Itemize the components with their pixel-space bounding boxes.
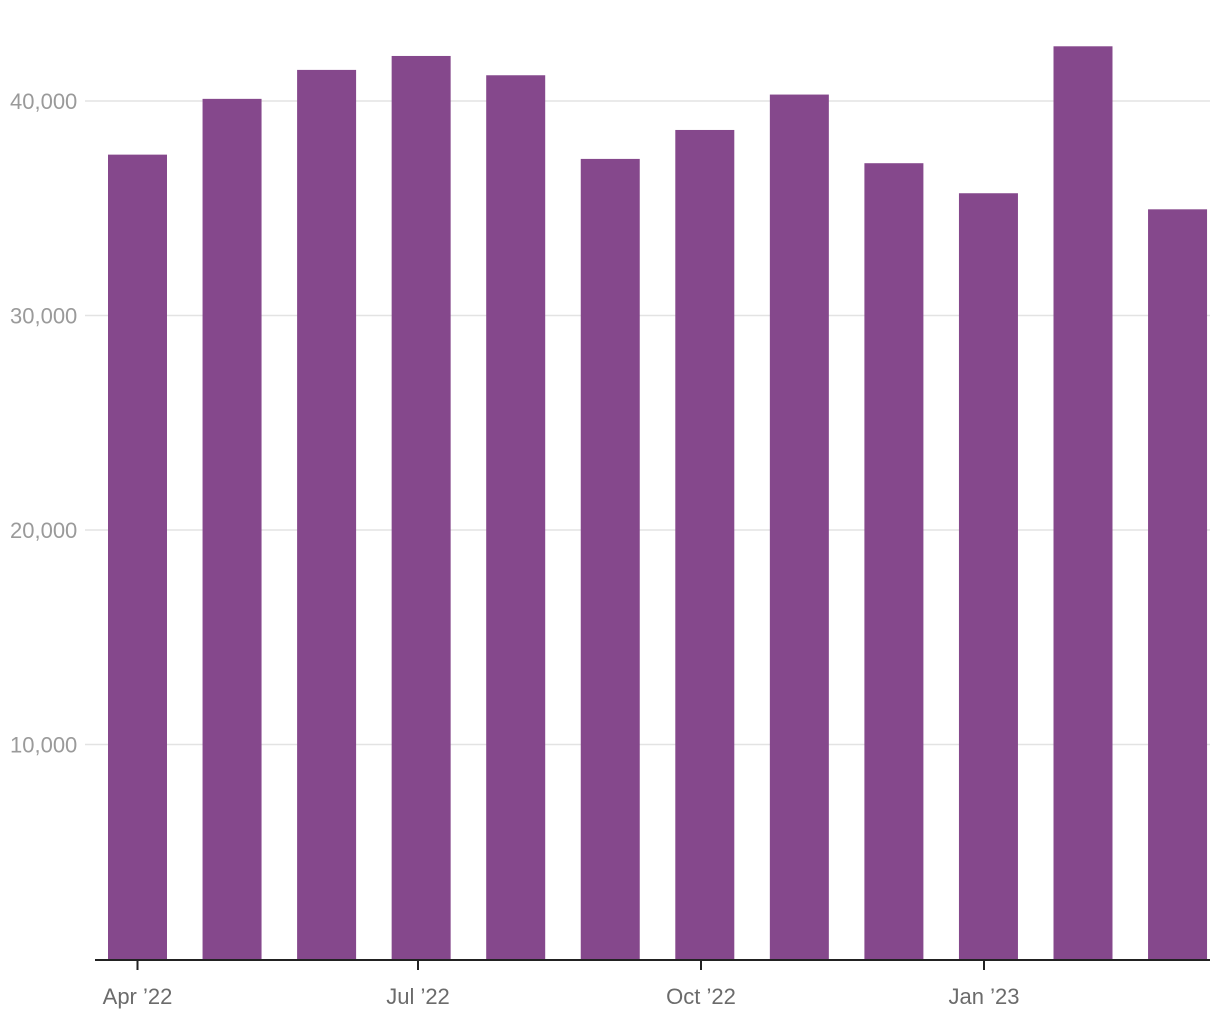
x-axis xyxy=(95,959,1210,970)
bar-oct-2022 xyxy=(675,129,735,959)
bar-sep-2022 xyxy=(580,158,640,959)
y-axis-labels: 10,000 20,000 30,000 40,000 xyxy=(10,89,77,758)
y-tick-label: 40,000 xyxy=(10,89,77,114)
bars xyxy=(108,46,1208,960)
bar-jul-2022 xyxy=(391,55,451,959)
x-tick-label: Apr ’22 xyxy=(103,984,173,1009)
bar-may-2022 xyxy=(202,98,262,960)
bar-aug-2022 xyxy=(486,75,546,959)
y-tick-label: 30,000 xyxy=(10,304,77,329)
bar-dec-2022 xyxy=(864,163,924,959)
x-tick-label: Jan ’23 xyxy=(949,984,1020,1009)
y-tick-label: 20,000 xyxy=(10,518,77,543)
bar-jan-2023 xyxy=(958,193,1018,960)
y-tick-label: 10,000 xyxy=(10,733,77,758)
bar-jun-2022 xyxy=(297,69,357,959)
x-tick-label: Jul ’22 xyxy=(386,984,450,1009)
x-tick-label: Oct ’22 xyxy=(666,984,736,1009)
x-axis-labels: Apr ’22 Jul ’22 Oct ’22 Jan ’23 xyxy=(103,984,1020,1009)
bar-mar-2023 xyxy=(1148,209,1208,959)
bar-nov-2022 xyxy=(769,94,829,959)
gridlines xyxy=(85,100,1210,746)
bar-apr-2022 xyxy=(108,154,167,960)
bar-feb-2023 xyxy=(1053,46,1113,960)
